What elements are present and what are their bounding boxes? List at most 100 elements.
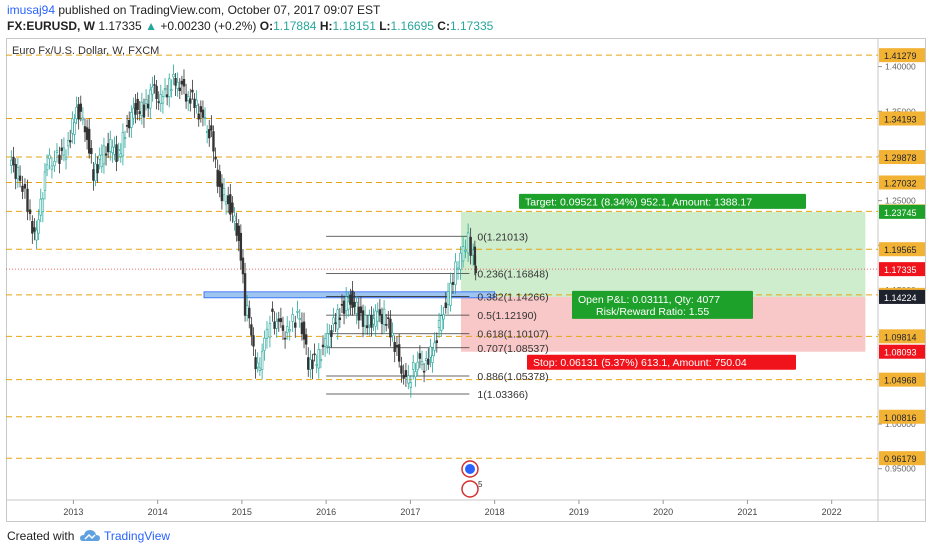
- candle-body: [172, 74, 175, 78]
- candle-body: [321, 344, 325, 348]
- candle-body: [464, 249, 467, 252]
- candle-body: [33, 227, 36, 232]
- candle-body: [336, 309, 339, 330]
- candle-body: [291, 314, 294, 322]
- candle-body: [349, 294, 352, 305]
- candle-body: [184, 93, 188, 102]
- stop-label: Stop: 0.06131 (5.37%) 613.1, Amount: 750…: [533, 357, 747, 369]
- time-tick-label: 2018: [485, 507, 505, 517]
- candle-body: [241, 257, 245, 275]
- last-price-tag: [879, 262, 925, 277]
- candle-body: [210, 125, 213, 131]
- candle-body: [296, 311, 299, 313]
- candle-body: [265, 328, 269, 339]
- us-flag-icon[interactable]: [461, 480, 479, 498]
- candle-body: [437, 320, 441, 328]
- low-label: L:: [379, 19, 391, 33]
- candle-body: [58, 154, 61, 164]
- candle-body: [288, 329, 291, 332]
- high-value: 1.18151: [332, 19, 376, 33]
- candle-body: [389, 318, 392, 338]
- candle-body: [237, 225, 240, 242]
- candle-body: [281, 325, 285, 331]
- level-price-tag: [879, 372, 925, 387]
- candle-body: [144, 99, 148, 104]
- candle-body: [243, 273, 247, 316]
- candle-body: [469, 236, 472, 256]
- candle-body: [100, 154, 104, 168]
- target-zone: [460, 211, 866, 297]
- candle-body: [451, 281, 455, 285]
- candle-body: [203, 117, 207, 119]
- up-arrow-icon: ▲: [145, 19, 157, 33]
- fib-label: 0.618(1.10107): [477, 329, 548, 341]
- candle-body: [233, 215, 236, 222]
- candle-body: [75, 106, 78, 120]
- candle-body: [416, 361, 419, 371]
- level-price-label: 1.34193: [884, 114, 917, 124]
- last-price: 1.17335: [98, 19, 142, 33]
- candle-body: [366, 325, 369, 329]
- candle-body: [307, 357, 310, 370]
- open-label: O:: [259, 19, 274, 33]
- candle-body: [256, 362, 259, 368]
- time-tick-label: 2015: [232, 507, 252, 517]
- candle-body: [18, 175, 22, 181]
- candle-body: [180, 80, 184, 85]
- candle-body: [418, 353, 422, 359]
- candle-body: [98, 154, 101, 160]
- price-tick-label: 1.00000: [885, 419, 916, 429]
- level-price-label: 1.29878: [884, 153, 917, 163]
- candle-body: [229, 194, 232, 215]
- candle-body: [431, 355, 434, 363]
- time-tick-label: 2013: [63, 507, 83, 517]
- candle-body: [115, 144, 118, 162]
- candle-body: [454, 261, 457, 285]
- candle-body: [132, 107, 135, 119]
- time-tick-label: 2017: [400, 507, 420, 517]
- candle-body: [393, 341, 396, 352]
- candle-body: [402, 374, 405, 379]
- candle-body: [400, 365, 403, 374]
- price-tick-label: 1.25000: [885, 196, 916, 206]
- candle-body: [205, 130, 209, 133]
- tradingview-link[interactable]: TradingView: [104, 529, 171, 543]
- candle-body: [304, 334, 308, 345]
- candle-body: [28, 209, 32, 214]
- candle-body: [174, 78, 177, 86]
- eu-flag-inner: [465, 464, 475, 474]
- candle-body: [235, 223, 238, 236]
- candle-body: [227, 195, 230, 205]
- candle-body: [340, 303, 344, 306]
- candle-body: [263, 337, 266, 351]
- candle-body: [39, 198, 42, 216]
- candle-body: [111, 146, 114, 153]
- chart-area[interactable]: 2013 2014 2015 2016 2017 2018 2019 2020 2021 2022…: [6, 38, 926, 522]
- candle-body: [176, 82, 179, 89]
- candle-body: [23, 184, 27, 189]
- candle-body: [422, 370, 426, 373]
- target-label-box: [519, 193, 806, 209]
- candle-body: [128, 120, 131, 129]
- candle-body: [153, 84, 156, 86]
- fib-label: 0.236(1.16848): [477, 268, 548, 280]
- tradingview-cloud-icon: [80, 530, 100, 541]
- candle-body: [138, 111, 141, 115]
- candle-body: [212, 131, 215, 152]
- low-value: 1.16695: [390, 19, 434, 33]
- price-chart[interactable]: 2013 2014 2015 2016 2017 2018 2019 2020 2021 2022…: [6, 38, 926, 522]
- candle-body: [149, 89, 152, 109]
- time-tick-label: 2019: [569, 507, 589, 517]
- candle-body: [96, 164, 99, 174]
- candle-body: [77, 104, 80, 120]
- fib-label: 0.5(1.12190): [477, 310, 537, 322]
- candle-body: [73, 122, 76, 135]
- level-price-tag: [879, 451, 925, 466]
- candle-body: [370, 315, 373, 328]
- chart-title: Euro Fx/U.S. Dollar, W, FXCM: [12, 45, 159, 57]
- publish-info: imusaj94 published on TradingView.com, O…: [7, 3, 380, 17]
- candle-body: [302, 321, 306, 340]
- candle-body: [374, 310, 377, 327]
- candle-body: [409, 382, 413, 388]
- author-link[interactable]: imusaj94: [7, 3, 56, 17]
